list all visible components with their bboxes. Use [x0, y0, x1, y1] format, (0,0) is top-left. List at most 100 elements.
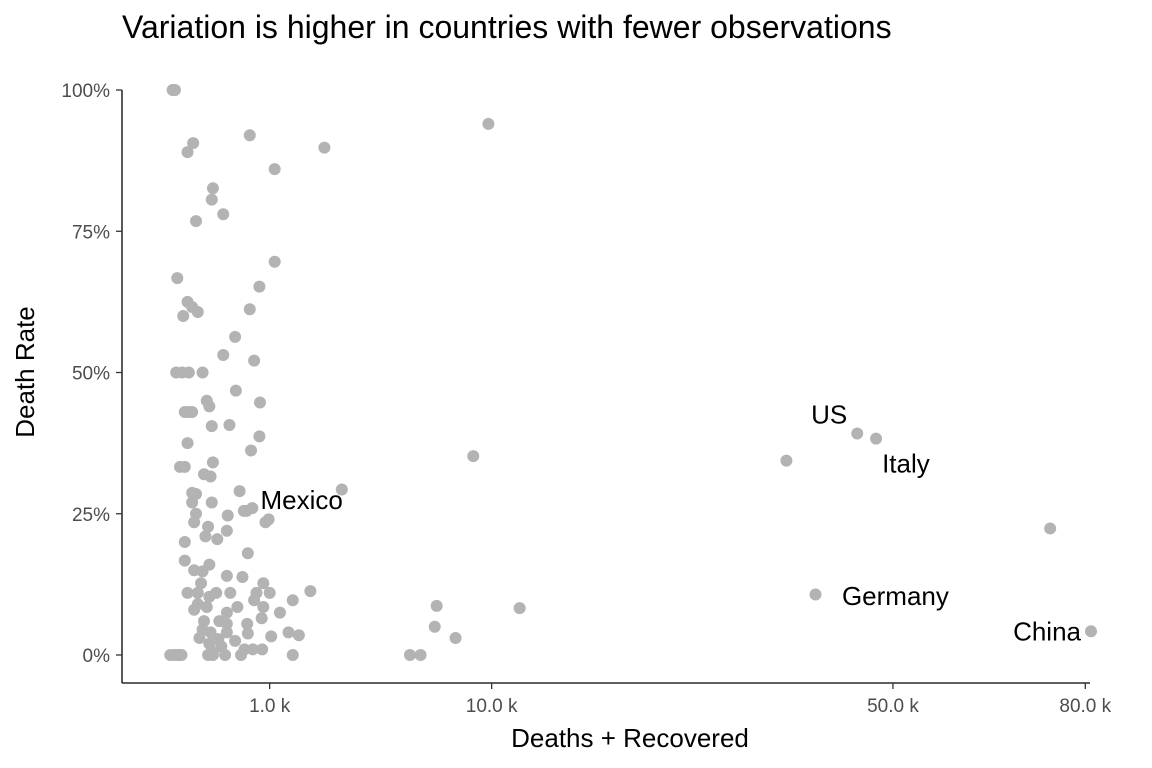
data-point: [241, 627, 254, 640]
data-point: [253, 280, 266, 293]
data-point: [220, 606, 233, 619]
data-point: [403, 649, 416, 661]
data-point: [482, 117, 495, 130]
data-point: [187, 137, 200, 150]
data-point: [181, 146, 194, 159]
data-point: [221, 509, 234, 522]
data-point: [205, 420, 218, 433]
data-point: [191, 586, 204, 599]
data-point: [205, 496, 218, 509]
data-point: [200, 600, 213, 613]
data-point: [224, 586, 237, 599]
data-point: [268, 255, 281, 268]
data-point: [205, 193, 218, 206]
data-point: [217, 348, 230, 361]
data-point: [220, 626, 233, 639]
data-point: [513, 602, 526, 615]
point-label: Mexico: [261, 485, 343, 515]
point-label: Germany: [842, 581, 949, 611]
data-point: [253, 396, 266, 409]
data-point: [248, 354, 261, 367]
data-point: [248, 594, 261, 607]
y-axis-ticks: 0% 25% 50% 75% 100%: [61, 81, 122, 667]
data-point: [178, 554, 191, 567]
plot-area: 0%25%50%75%100% 1.0 k 10.0 k 50.0 k 80.0 k …: [61, 81, 1111, 717]
data-point: [195, 577, 208, 590]
data-point: [233, 485, 246, 498]
data-point: [186, 496, 199, 509]
data-point: [257, 577, 270, 590]
point-label: Italy: [882, 449, 930, 479]
data-point: [229, 330, 242, 343]
data-point: [223, 419, 236, 432]
data-point: [335, 483, 348, 496]
data-point: [241, 617, 254, 630]
labeled-point: [870, 432, 883, 445]
y-axis-title: Death Rate: [10, 306, 40, 438]
data-point: [268, 163, 281, 176]
data-point: [243, 303, 256, 316]
data-point: [178, 460, 191, 473]
data-point: [229, 634, 242, 647]
chart-title: Variation is higher in countries with fe…: [122, 9, 892, 45]
data-point: [182, 366, 195, 379]
x-tick-label: 10.0 k: [466, 696, 518, 717]
data-point: [235, 649, 248, 661]
data-point: [206, 182, 219, 195]
data-point: [199, 530, 212, 543]
data-point: [467, 450, 480, 463]
data-point: [273, 606, 286, 619]
data-point: [210, 586, 223, 599]
data-point: [259, 516, 272, 529]
data-point: [196, 565, 209, 578]
data-point: [236, 571, 249, 584]
data-point: [181, 437, 194, 450]
x-tick-label: 80.0 k: [1059, 696, 1111, 717]
data-point: [286, 649, 299, 661]
data-point: [178, 536, 191, 548]
labeled-point: [240, 504, 253, 517]
data-point: [181, 586, 194, 599]
data-point: [206, 456, 219, 469]
data-point: [245, 444, 258, 457]
data-point: [243, 129, 256, 142]
data-point: [292, 629, 305, 642]
data-point: [204, 626, 217, 639]
point-label: US: [811, 400, 847, 430]
data-point: [256, 643, 269, 656]
data-point: [318, 141, 331, 154]
data-points: [164, 84, 1097, 661]
data-point: [203, 400, 216, 413]
data-point: [186, 486, 199, 499]
data-point: [241, 547, 254, 560]
labeled-point: [1044, 522, 1057, 535]
data-point: [253, 430, 266, 443]
data-point: [193, 632, 206, 645]
data-point: [219, 649, 232, 661]
data-point: [246, 643, 259, 656]
y-tick-label: 100%: [61, 81, 110, 102]
data-point: [206, 649, 219, 661]
x-axis-ticks: 1.0 k 10.0 k 50.0 k 80.0 k: [249, 683, 1112, 717]
data-point: [282, 626, 295, 639]
data-point: [168, 84, 181, 96]
data-point: [211, 533, 224, 546]
point-label: China: [1013, 616, 1081, 646]
data-point: [217, 208, 230, 221]
data-point: [257, 600, 270, 613]
data-point: [191, 306, 204, 319]
data-point: [175, 649, 188, 661]
data-point: [220, 569, 233, 582]
y-tick-label: 0%: [83, 646, 111, 667]
y-tick-label: 50%: [72, 364, 110, 385]
y-tick-label: 25%: [72, 505, 110, 526]
data-point: [196, 366, 209, 379]
labeled-point: [1085, 625, 1097, 638]
data-point: [286, 594, 299, 607]
y-tick-label: 75%: [72, 222, 110, 243]
labeled-point: [851, 427, 864, 440]
data-point: [449, 632, 462, 645]
data-point: [263, 586, 276, 599]
data-point: [186, 406, 199, 419]
